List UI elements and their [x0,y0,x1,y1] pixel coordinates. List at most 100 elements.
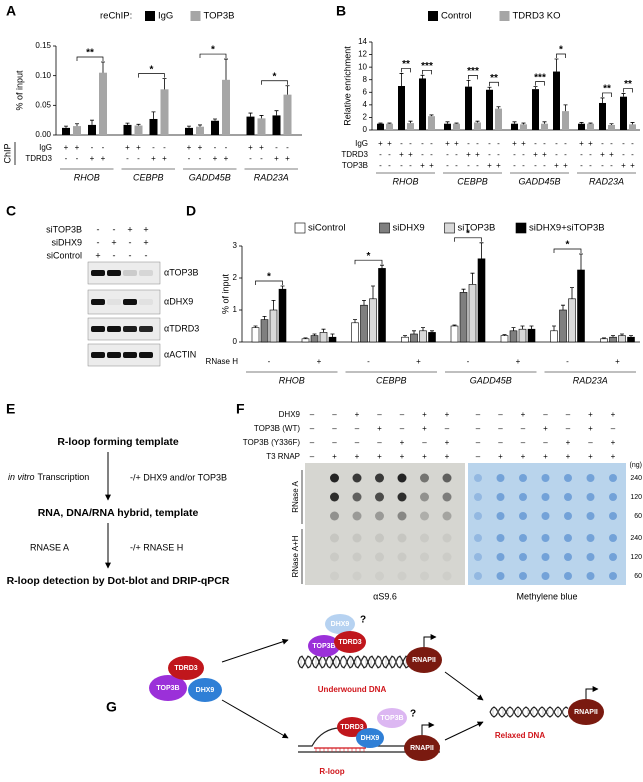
dot [420,492,429,502]
protein-label: TDRD3 [338,639,361,646]
dot [609,553,617,561]
dot [375,473,384,483]
protein-label: DHX9 [331,621,350,628]
tss-arrow [421,722,435,735]
bar [283,94,292,135]
bar [477,258,486,343]
condition-title: ChIP [2,143,12,163]
dot [352,473,362,483]
condition-mark: - [430,139,433,148]
significance-bracket [255,280,283,285]
dot [564,493,572,501]
bar [369,298,377,343]
error-bar [570,287,574,299]
amount-label: 120 [630,494,642,501]
condition-label: TOP3B (Y336F) [243,438,301,447]
condition-mark: – [310,424,315,433]
condition-mark: + [543,452,548,461]
condition-mark: - [126,154,129,163]
error-bar [303,337,308,339]
error-bar [151,111,156,119]
dot [442,533,452,543]
significance-label: *** [534,72,546,83]
blot-band [91,270,105,276]
protein-label: RNAPII [410,745,434,752]
condition-mark: + [454,139,459,148]
error-bar [588,122,593,124]
error-bar [274,110,279,116]
bar [541,123,548,130]
condition-mark: + [445,410,450,419]
query-mark: ? [410,709,416,720]
error-bar [521,122,526,125]
condition-mark: + [600,150,605,159]
condition-mark: + [387,139,392,148]
antibody-label: αACTIN [164,349,196,359]
condition-mark: - [513,150,516,159]
condition-mark: - [534,139,537,148]
condition-mark: – [310,452,315,461]
dot [609,572,617,580]
bar [196,126,204,135]
y-tick-label: 0 [363,125,368,134]
condition-mark: + [516,357,521,366]
dot [496,512,505,520]
condition-mark: - [430,150,433,159]
bar [222,79,230,135]
condition-mark: + [377,452,382,461]
dot [519,512,527,520]
y-tick-label: 6 [363,87,368,96]
condition-mark: - [76,154,79,163]
dot [442,552,452,562]
blot-band [123,352,137,358]
dot [541,553,550,561]
condition-mark: + [521,410,526,419]
condition-mark: + [498,452,503,461]
error-bar [421,327,425,331]
dot [609,474,617,482]
bar [428,332,436,343]
condition-mark: - [225,143,228,152]
bar [559,309,567,343]
model-arrow [444,671,484,701]
condition-mark: - [400,161,403,170]
condition-mark: - [91,143,94,152]
bar [407,123,414,130]
blot-band [139,326,153,332]
legend-label: TOP3B [204,11,235,22]
panel-label: F [236,401,245,417]
group-label: GADD45B [189,172,231,182]
condition-mark: – [400,410,405,419]
error-bar [380,264,384,269]
significance-label: * [466,228,470,239]
bar [532,89,539,130]
condition-mark: - [421,150,424,159]
error-bar [630,122,635,125]
error-bar [533,86,538,90]
condition-mark: - [199,154,202,163]
condition-mark: - [622,139,625,148]
group-label: GADD45B [470,375,512,385]
blot-header-mark: + [143,224,148,234]
error-bar [621,93,626,97]
protein-label: TDRD3 [174,665,197,672]
bar [518,328,527,343]
bar [627,336,635,343]
dot [474,512,482,520]
significance-bracket [76,56,104,62]
transition-right: -/+ RNASE H [130,542,183,552]
condition-mark: - [137,154,140,163]
amount-label: 240 [630,475,642,482]
protein [406,647,442,673]
protein-label: RNAPII [574,709,598,716]
y-tick-label: 12 [358,50,367,59]
dot [330,492,339,502]
legend-label: IgG [158,11,173,22]
condition-mark: + [285,154,290,163]
condition-mark: + [259,143,264,152]
membrane [305,463,465,585]
significance-label: ** [624,79,632,90]
bar [620,96,627,130]
